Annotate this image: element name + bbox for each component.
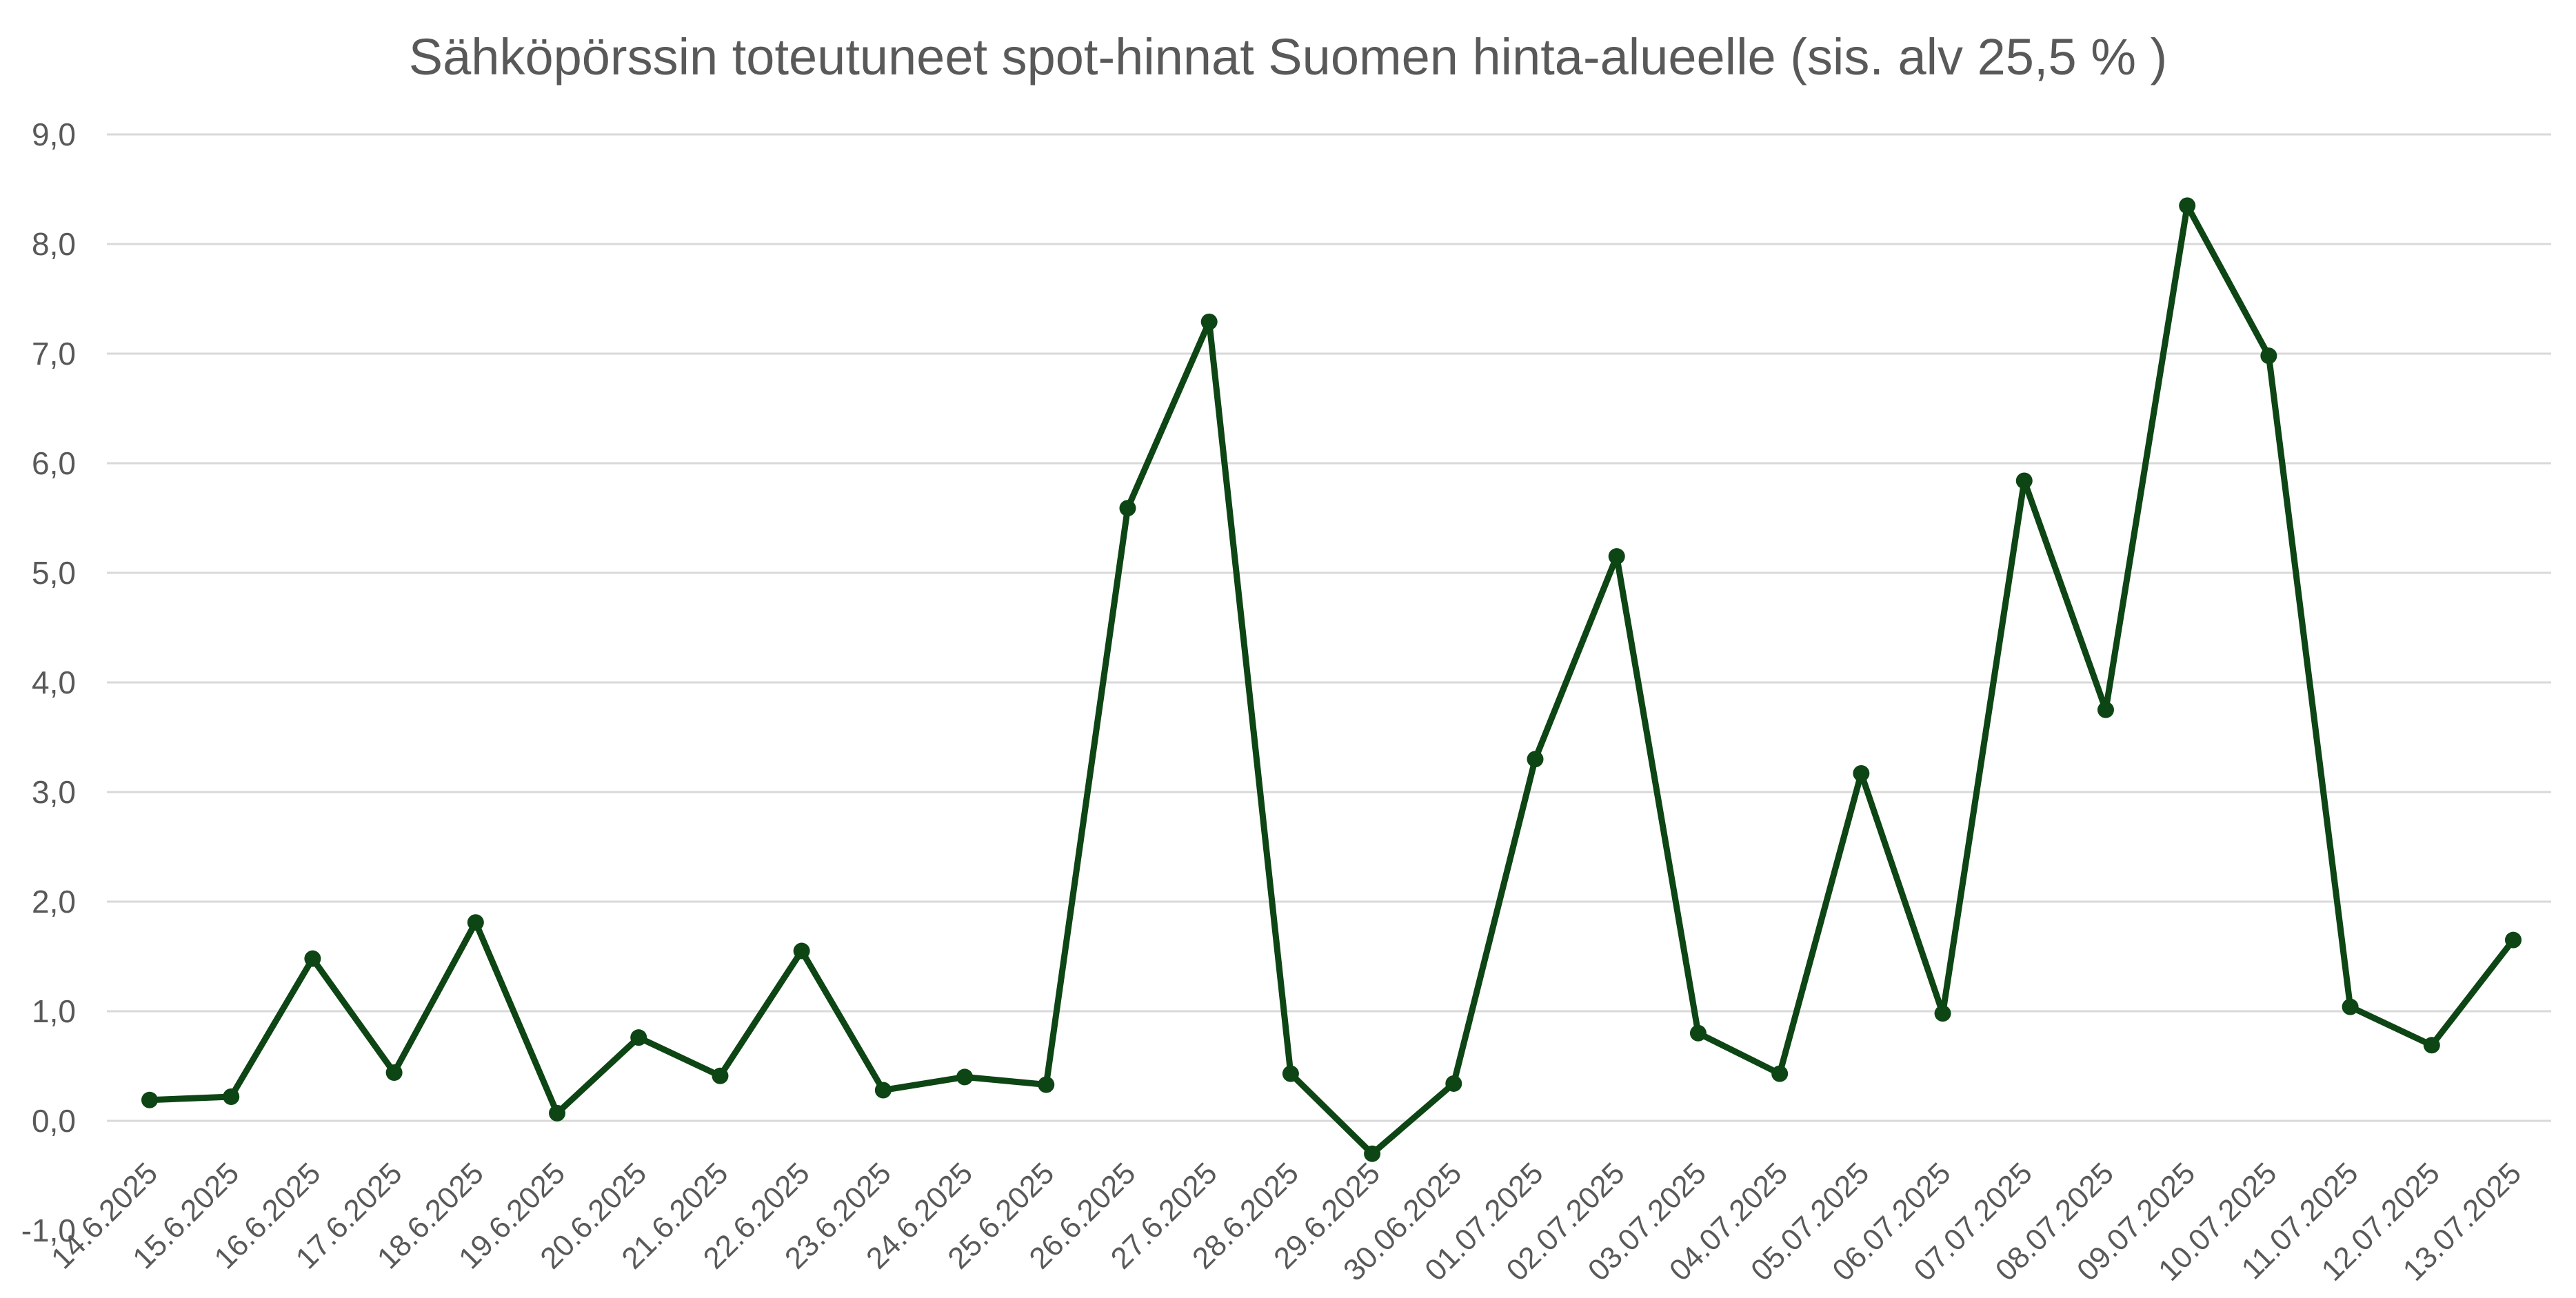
- data-point: [712, 1067, 729, 1084]
- y-tick-label: 2,0: [32, 884, 76, 920]
- data-point: [2260, 347, 2277, 365]
- y-tick-label: 7,0: [32, 336, 76, 372]
- data-point: [956, 1068, 974, 1086]
- data-point: [793, 942, 810, 960]
- data-point: [2505, 931, 2522, 949]
- data-point: [1689, 1024, 1707, 1042]
- data-point: [1364, 1145, 1381, 1162]
- data-point: [1038, 1076, 1055, 1093]
- data-point: [2097, 701, 2114, 718]
- y-tick-label: 5,0: [32, 555, 76, 591]
- data-point: [1934, 1005, 1951, 1022]
- data-point: [1200, 313, 1218, 330]
- x-axis-tick-labels: 14.6.202515.6.202516.6.202517.6.202518.6…: [45, 1156, 2528, 1287]
- series-line: [149, 202, 2516, 1157]
- y-tick-label: 9,0: [32, 116, 76, 152]
- y-tick-label: -1,0: [21, 1213, 76, 1248]
- data-point: [1445, 1075, 1462, 1092]
- chart-title: Sähköpörssin toteutuneet spot-hinnat Suo…: [408, 28, 2168, 85]
- data-point: [467, 914, 484, 931]
- data-point: [304, 950, 321, 967]
- y-tick-label: 8,0: [32, 226, 76, 262]
- data-point: [1771, 1065, 1789, 1082]
- data-point: [385, 1064, 403, 1082]
- data-point: [549, 1104, 566, 1122]
- data-point: [223, 1088, 240, 1106]
- data-point: [630, 1029, 647, 1046]
- data-point: [1527, 751, 1544, 768]
- price-series: [141, 197, 2522, 1162]
- data-point: [1119, 500, 1136, 517]
- y-axis-tick-labels: -1,0 0,0 1,0 2,0 3,0 4,0 5,0 6,0 7,0 8,0 9,0: [21, 116, 76, 1248]
- y-tick-label: 1,0: [32, 993, 76, 1029]
- data-point: [141, 1091, 158, 1108]
- data-point: [1608, 548, 1625, 565]
- data-point: [2179, 197, 2196, 214]
- data-point: [2015, 472, 2033, 489]
- y-tick-label: 0,0: [32, 1103, 76, 1139]
- y-tick-label: 6,0: [32, 445, 76, 481]
- data-point: [2342, 998, 2359, 1015]
- data-point: [874, 1082, 892, 1099]
- y-tick-label: 3,0: [32, 774, 76, 810]
- data-point: [2423, 1037, 2440, 1054]
- gridlines: [107, 133, 2551, 1122]
- data-point: [1282, 1065, 1299, 1082]
- data-point: [1853, 764, 1870, 782]
- y-tick-label: 4,0: [32, 665, 76, 700]
